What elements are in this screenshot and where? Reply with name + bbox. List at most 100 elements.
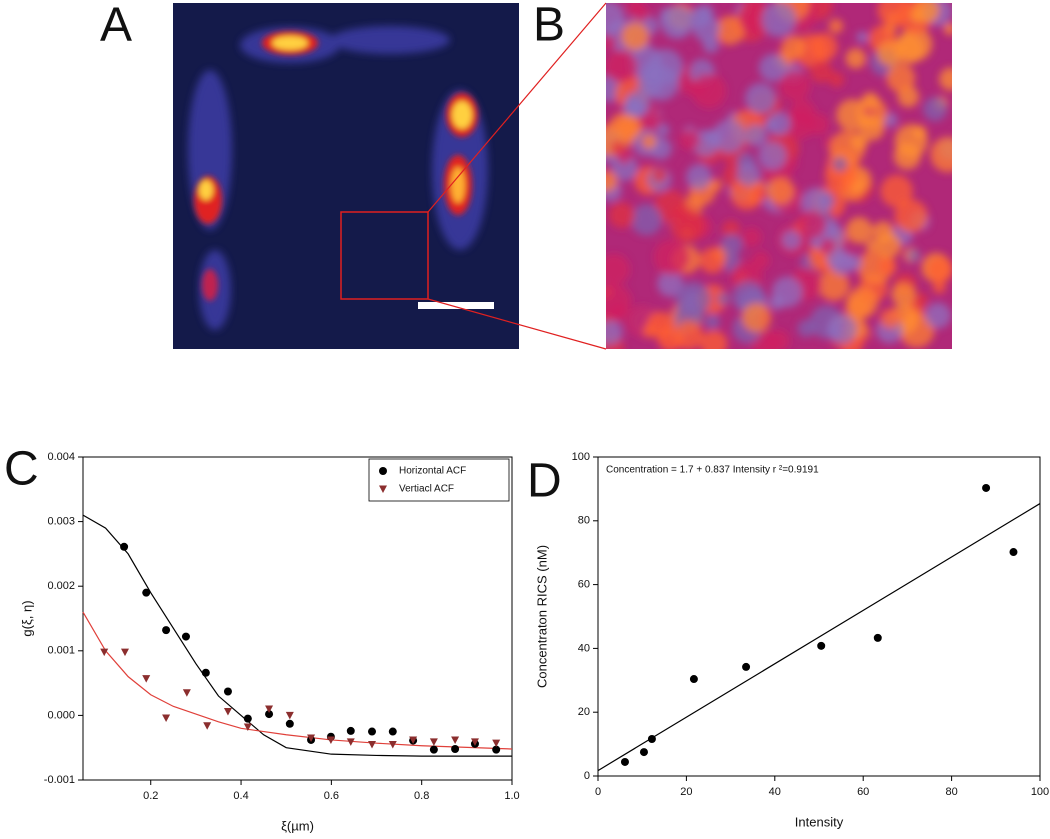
texture — [781, 35, 806, 60]
texture — [708, 178, 722, 192]
x-tick-label: 0.6 — [324, 790, 339, 802]
texture — [907, 249, 921, 263]
texture — [827, 314, 857, 345]
texture — [722, 220, 740, 239]
data-point — [639, 748, 648, 757]
data-point — [223, 687, 232, 696]
data-point — [100, 648, 109, 657]
x-tick-label: 0.4 — [233, 790, 248, 802]
data-point — [817, 641, 826, 650]
legend-label: Horizontal ACF — [399, 466, 466, 477]
data-point — [162, 626, 171, 635]
y-tick-label: 0.003 — [47, 516, 75, 528]
texture — [761, 3, 797, 38]
y-tick-label: 80 — [578, 515, 590, 527]
data-point — [326, 736, 335, 744]
data-point — [142, 588, 151, 597]
texture — [943, 22, 952, 36]
x-tick-label: 80 — [945, 786, 957, 798]
texture — [819, 237, 836, 255]
data-point — [1009, 548, 1018, 557]
texture — [720, 233, 743, 256]
data-point — [223, 708, 232, 716]
x-tick-label: 0.2 — [143, 790, 158, 802]
texture — [865, 239, 879, 252]
annotation: Concentration = 1.7 + 0.837 Intensity r … — [606, 465, 819, 476]
data-point — [982, 483, 991, 492]
data-point — [307, 734, 316, 743]
data-point — [451, 744, 460, 753]
texture — [894, 199, 928, 233]
panel-label: D — [527, 455, 562, 508]
legend-marker — [379, 485, 387, 493]
texture — [712, 119, 746, 153]
data-point — [689, 675, 698, 684]
y-tick-label: 0 — [584, 770, 590, 782]
texture — [704, 314, 721, 330]
texture — [785, 157, 798, 170]
texture — [781, 230, 802, 250]
texture — [828, 71, 845, 88]
texture — [688, 6, 710, 28]
texture — [608, 303, 627, 322]
texture — [606, 35, 617, 50]
y-tick-label: 40 — [578, 642, 590, 654]
texture — [653, 239, 690, 276]
texture — [606, 50, 638, 83]
y-tick-label: 100 — [572, 451, 590, 463]
data-point — [429, 745, 438, 754]
texture — [930, 136, 952, 173]
texture — [630, 204, 663, 236]
panel-label: A — [100, 0, 132, 52]
texture — [675, 281, 711, 317]
data-point — [265, 705, 274, 713]
texture — [828, 18, 844, 34]
image-a — [173, 3, 519, 349]
texture — [797, 319, 816, 338]
fit-line — [82, 514, 512, 757]
texture — [624, 90, 651, 117]
texture — [856, 31, 869, 44]
texture — [880, 174, 913, 208]
fit-line — [82, 611, 513, 750]
texture — [641, 134, 657, 149]
data-point — [182, 689, 191, 697]
data-point — [388, 740, 397, 749]
texture — [912, 292, 928, 308]
texture — [766, 329, 790, 349]
texture — [691, 73, 727, 109]
y-tick-label: 0.001 — [47, 645, 75, 657]
texture — [656, 123, 670, 137]
texture — [621, 22, 650, 51]
data-point — [451, 736, 460, 744]
y-tick-label: 0.004 — [47, 451, 75, 463]
data-point — [470, 738, 479, 746]
texture — [796, 210, 826, 240]
data-point — [409, 736, 418, 744]
texture — [606, 3, 625, 34]
texture — [766, 177, 794, 205]
texture — [758, 53, 787, 82]
x-tick-label: 0.8 — [414, 790, 429, 802]
texture — [932, 280, 946, 294]
texture — [859, 115, 885, 141]
texture — [744, 124, 768, 147]
x-tick-label: 40 — [769, 786, 781, 798]
data-point — [620, 757, 629, 766]
texture — [876, 39, 904, 67]
texture — [861, 92, 880, 111]
data-point — [265, 710, 274, 719]
texture — [715, 15, 745, 45]
y-axis-title: Concentraton RICS (nM) — [534, 545, 549, 688]
texture — [610, 154, 638, 182]
texture — [807, 113, 830, 136]
texture — [606, 253, 630, 286]
plot-frame — [82, 456, 513, 781]
texture — [809, 32, 838, 62]
data-point — [285, 711, 294, 720]
data-point — [120, 542, 129, 551]
x-tick-label: 1.0 — [504, 790, 519, 802]
legend-marker — [379, 467, 387, 475]
data-point — [368, 727, 377, 736]
texture — [608, 202, 635, 229]
